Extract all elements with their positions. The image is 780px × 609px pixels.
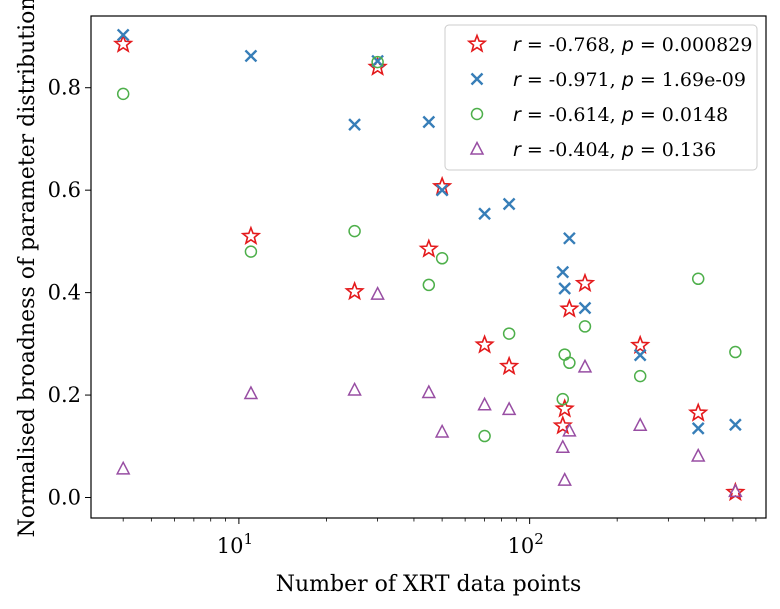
data-point-circle-9 [558,348,571,361]
legend-entry-triangle: r = -0.404, p = 0.136 [513,139,716,161]
y-tick-label: 0.6 [48,178,81,202]
y-axis-label: Normalised broadness of parameter distri… [15,0,40,538]
data-point-triangle-2 [347,381,362,396]
data-point-star-8 [552,415,574,435]
data-point-star-4 [418,238,440,258]
series-circle-points [116,55,742,443]
data-point-triangle-6 [477,396,492,411]
series-triangle-points [115,286,743,498]
data-point-triangle-12 [632,417,648,432]
x-tick-label: 102 [508,530,544,558]
data-point-star-9 [554,398,575,418]
data-point-circle-7 [502,327,516,340]
data-point-star-7 [498,355,520,376]
legend: r = -0.768, p = 0.000829 r = -0.971, p = … [444,24,758,171]
axis-ticks: 0.0 0.2 0.4 0.6 0.8 101 102 [48,76,757,558]
data-point-x-5 [435,183,449,197]
y-tick-label: 0.2 [48,383,81,407]
data-point-x-4 [422,115,436,129]
data-point-triangle-13 [690,447,706,462]
data-point-circle-14 [729,345,742,359]
data-point-star-3 [367,56,388,76]
plot-area [112,28,746,502]
data-point-x-14 [729,418,742,432]
y-tick-label: 0.0 [48,486,81,510]
data-point-triangle-8 [555,439,571,454]
data-point-circle-0 [116,87,130,101]
legend-marker-star [466,33,488,53]
legend-marker-x [470,72,484,86]
x-axis-label: Number of XRT data points [276,572,582,597]
data-point-x-0 [116,28,130,42]
data-point-circle-12 [633,369,647,383]
data-point-star-2 [344,280,365,301]
data-point-triangle-10 [562,422,577,437]
data-point-x-8 [556,265,570,279]
data-point-triangle-9 [557,471,572,486]
y-tick-label: 0.4 [48,281,81,305]
data-point-circle-5 [435,252,449,265]
data-point-star-13 [687,402,709,422]
y-tick-label: 0.8 [48,76,81,100]
data-point-triangle-5 [434,423,450,438]
data-point-star-6 [474,334,495,354]
data-point-circle-1 [244,245,258,258]
data-point-circle-2 [348,224,361,238]
data-point-x-7 [502,197,516,211]
data-point-circle-11 [578,320,592,333]
data-point-triangle-14 [728,483,743,498]
data-point-x-13 [691,422,705,435]
legend-marker-triangle [469,140,485,155]
x-tick-label: 101 [217,530,253,558]
data-point-circle-13 [691,272,705,286]
legend-entry-star: r = -0.768, p = 0.000829 [513,34,752,56]
data-point-x-12 [633,348,647,362]
legend-marker-circle [470,107,484,121]
data-point-x-6 [478,207,491,221]
data-point-circle-4 [422,278,436,292]
data-point-circle-3 [371,55,384,69]
legend-box [444,24,758,171]
data-point-x-10 [563,231,576,245]
data-point-star-12 [629,334,651,355]
plot-frame [90,15,767,519]
data-point-star-0 [112,33,134,53]
data-point-triangle-1 [243,385,259,400]
data-point-circle-10 [563,356,576,370]
data-point-x-11 [578,301,592,315]
data-point-star-1 [240,225,262,245]
data-point-triangle-4 [421,384,437,399]
legend-entry-x: r = -0.971, p = 1.69e-09 [513,69,746,91]
data-point-triangle-3 [370,286,385,300]
data-point-triangle-11 [577,358,593,373]
data-point-star-11 [574,272,596,293]
data-point-circle-8 [556,392,570,406]
data-point-triangle-7 [501,401,517,416]
data-point-triangle-0 [115,460,131,475]
data-point-circle-6 [478,429,491,443]
data-point-x-9 [558,282,572,295]
data-point-x-1 [244,49,258,63]
data-point-star-10 [559,298,580,318]
data-point-x-2 [348,118,361,131]
legend-entry-circle: r = -0.614, p = 0.0148 [513,104,728,126]
